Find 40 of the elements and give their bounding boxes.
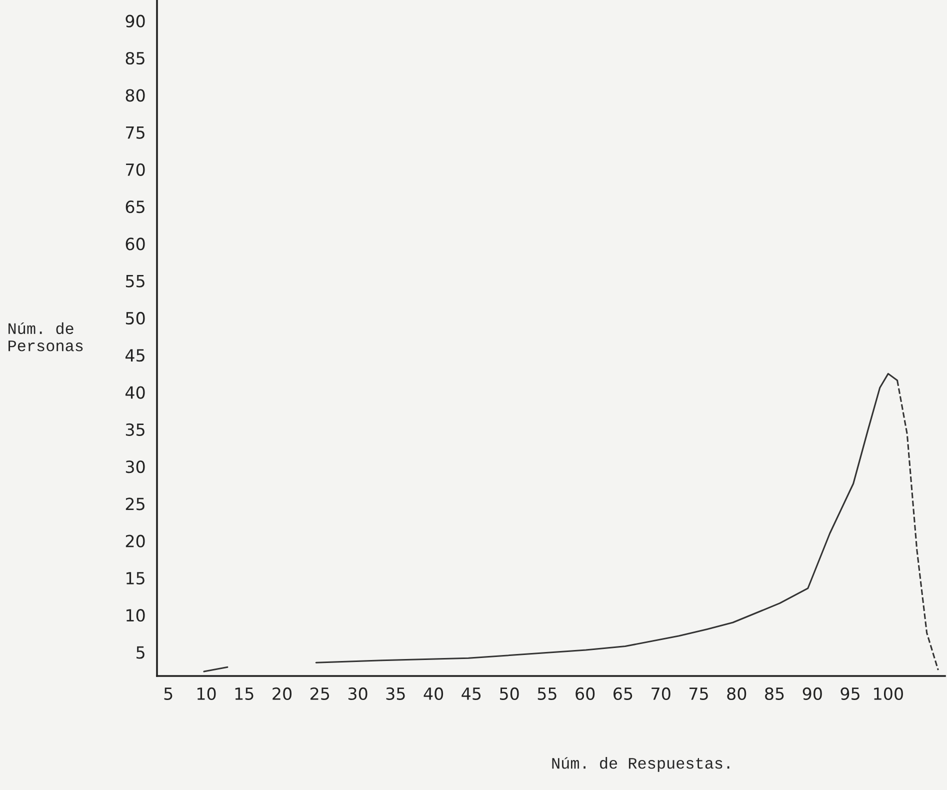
x-tick-label: 95 [840, 687, 860, 700]
y-tick-label: 90 [126, 14, 145, 28]
y-tick-label: 50 [126, 312, 145, 325]
x-tick-label: 40 [424, 687, 444, 700]
y-tick-label: 20 [126, 534, 145, 548]
x-tick-label: 20 [272, 687, 292, 700]
y-tick-label: 5 [136, 646, 144, 659]
y-axis-title: Núm. de Personas [8, 322, 83, 352]
x-tick-label: 65 [614, 687, 632, 700]
x-tick-label: 85 [765, 687, 784, 700]
y-tick-label: 10 [126, 609, 145, 622]
x-tick-label: 15 [235, 688, 254, 700]
x-tick-label: 50 [500, 687, 519, 700]
x-tick-label: 55 [538, 688, 556, 700]
x-tick-label: 90 [802, 687, 822, 700]
y-tick-label: 55 [126, 275, 144, 288]
x-tick-label: 35 [386, 687, 405, 700]
y-tick-label: 65 [126, 200, 144, 214]
x-tick-label: 45 [462, 688, 481, 700]
y-tick-label: 75 [126, 126, 144, 139]
y-tick-label: 15 [126, 572, 144, 585]
y-tick-label: 60 [126, 238, 145, 250]
y-tick-label: 70 [126, 163, 145, 176]
x-tick-label: 25 [310, 687, 330, 700]
y-tick-label: 35 [126, 423, 144, 436]
y-tick-label: 40 [125, 386, 145, 399]
y-tick-label: 85 [126, 52, 144, 65]
y-tick-label: 80 [126, 89, 145, 102]
x-tick-label: 5 [164, 688, 172, 700]
x-tick-label: 75 [690, 688, 708, 700]
x-tick-label: 80 [727, 687, 746, 700]
x-axis-title: Núm. de Respuestas. [552, 757, 730, 772]
x-tick-label: 60 [576, 687, 595, 700]
x-tick-label: 100 [874, 687, 903, 700]
y-tick-label: 30 [126, 460, 145, 474]
x-tick-label: 10 [197, 687, 216, 700]
x-tick-label: 30 [348, 687, 368, 700]
x-tick-label: 70 [652, 687, 670, 700]
y-tick-label: 25 [126, 498, 144, 510]
y-tick-label: 45 [125, 349, 144, 362]
